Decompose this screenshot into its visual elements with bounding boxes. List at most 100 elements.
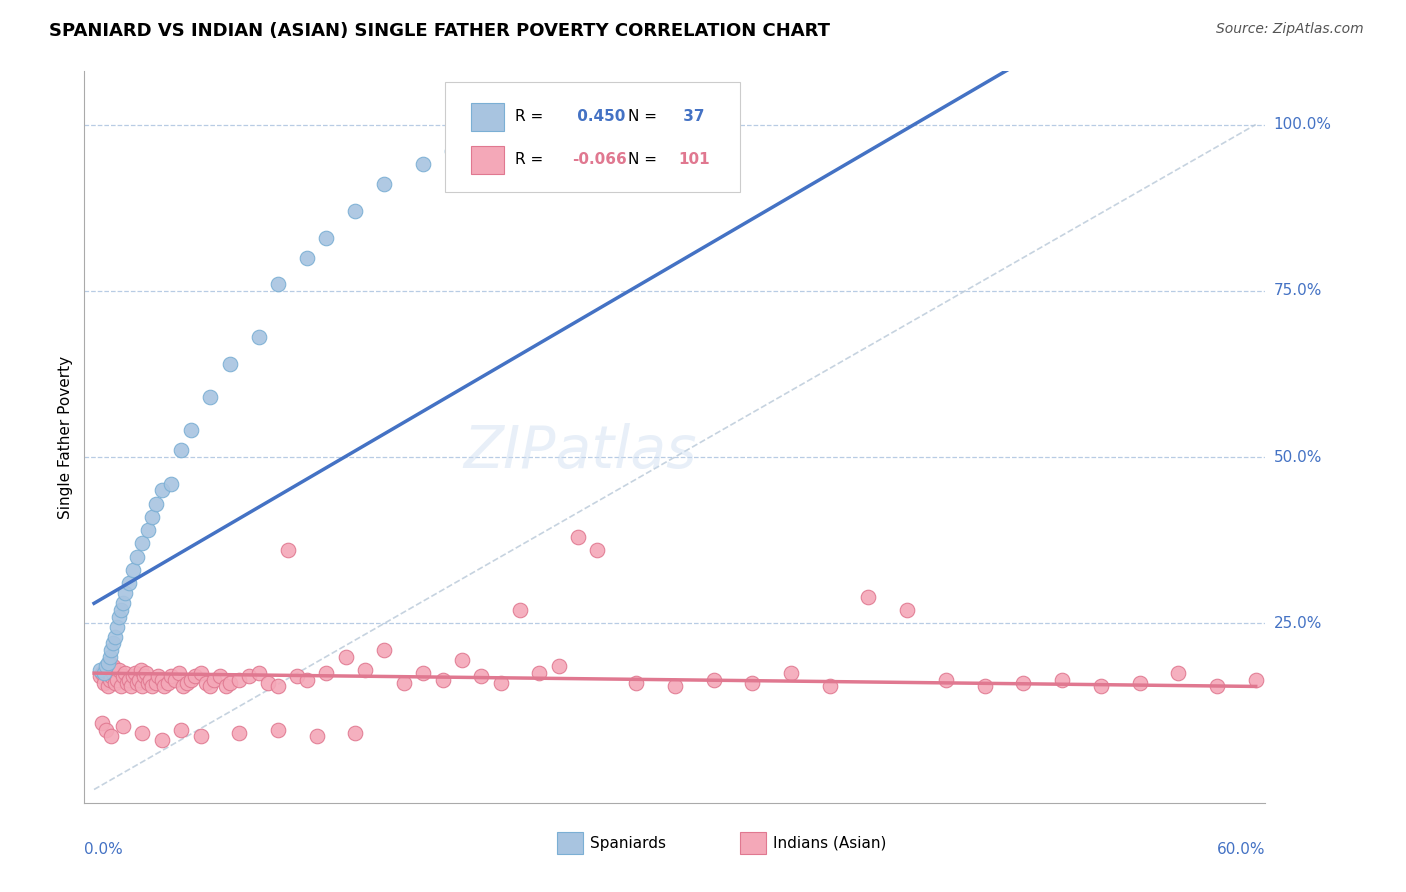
Point	[818, 680, 841, 694]
Text: -0.066: -0.066	[572, 153, 627, 168]
Point	[228, 726, 250, 740]
FancyBboxPatch shape	[471, 103, 503, 130]
Text: Spaniards: Spaniards	[591, 836, 666, 851]
Point	[741, 676, 763, 690]
Point	[344, 726, 367, 740]
Point	[98, 656, 121, 670]
Point	[703, 673, 725, 687]
Text: N =: N =	[627, 109, 661, 124]
Point	[141, 680, 163, 694]
Point	[103, 636, 125, 650]
Point	[90, 666, 112, 681]
Point	[90, 716, 112, 731]
Point	[208, 669, 231, 683]
Point	[529, 128, 551, 142]
Point	[167, 666, 190, 681]
Point	[170, 723, 193, 737]
Point	[93, 666, 115, 681]
Point	[1128, 676, 1150, 690]
Point	[108, 663, 131, 677]
Point	[97, 680, 120, 694]
Point	[135, 666, 157, 681]
Point	[218, 676, 240, 690]
Point	[94, 659, 117, 673]
Point	[373, 178, 395, 192]
Point	[146, 669, 169, 683]
Point	[586, 124, 609, 138]
Point	[114, 586, 136, 600]
Point	[141, 509, 163, 524]
Point	[112, 719, 135, 733]
FancyBboxPatch shape	[471, 146, 503, 174]
Point	[973, 680, 995, 694]
Point	[1050, 673, 1073, 687]
Point	[139, 673, 162, 687]
Point	[165, 673, 187, 687]
Point	[858, 590, 880, 604]
Text: 0.450: 0.450	[572, 109, 626, 124]
Point	[1167, 666, 1189, 681]
Point	[145, 676, 167, 690]
Point	[354, 663, 377, 677]
Point	[103, 666, 125, 681]
Point	[150, 732, 173, 747]
Point	[277, 543, 299, 558]
Point	[267, 277, 290, 292]
Point	[1206, 680, 1229, 694]
Point	[780, 666, 803, 681]
Point	[215, 680, 238, 694]
Point	[156, 676, 179, 690]
Text: R =: R =	[516, 153, 548, 168]
Point	[108, 609, 131, 624]
Point	[94, 723, 117, 737]
Point	[935, 673, 957, 687]
Point	[412, 666, 434, 681]
Text: Indians (Asian): Indians (Asian)	[773, 836, 886, 851]
Point	[94, 663, 117, 677]
Point	[412, 157, 434, 171]
Point	[118, 673, 141, 687]
Point	[392, 676, 415, 690]
Point	[489, 137, 512, 152]
Point	[315, 666, 337, 681]
Text: SPANIARD VS INDIAN (ASIAN) SINGLE FATHER POVERTY CORRELATION CHART: SPANIARD VS INDIAN (ASIAN) SINGLE FATHER…	[49, 22, 830, 40]
Point	[103, 659, 125, 673]
Point	[124, 666, 146, 681]
Point	[110, 603, 132, 617]
Point	[238, 669, 260, 683]
Point	[136, 676, 159, 690]
Point	[624, 676, 647, 690]
Point	[176, 676, 198, 690]
Point	[202, 673, 225, 687]
Text: ZIPatlas: ZIPatlas	[464, 423, 697, 480]
Point	[134, 669, 156, 683]
Point	[131, 680, 153, 694]
Point	[98, 649, 121, 664]
Point	[1090, 680, 1112, 694]
Y-axis label: Single Father Poverty: Single Father Poverty	[58, 356, 73, 518]
Point	[257, 676, 280, 690]
Point	[1012, 676, 1035, 690]
Point	[131, 726, 153, 740]
Point	[104, 676, 127, 690]
Point	[295, 673, 318, 687]
Point	[145, 497, 167, 511]
Text: 0.0%: 0.0%	[84, 842, 124, 856]
Point	[100, 643, 122, 657]
Point	[190, 666, 212, 681]
Point	[335, 649, 357, 664]
Point	[170, 443, 193, 458]
Text: 100.0%: 100.0%	[1274, 117, 1331, 132]
Point	[121, 669, 143, 683]
Point	[183, 669, 205, 683]
Point	[315, 230, 337, 244]
Point	[129, 663, 152, 677]
Point	[267, 723, 290, 737]
Point	[664, 680, 686, 694]
Point	[121, 563, 143, 577]
Point	[98, 673, 121, 687]
Point	[247, 666, 270, 681]
Point	[470, 669, 492, 683]
Point	[896, 603, 918, 617]
Text: R =: R =	[516, 109, 548, 124]
